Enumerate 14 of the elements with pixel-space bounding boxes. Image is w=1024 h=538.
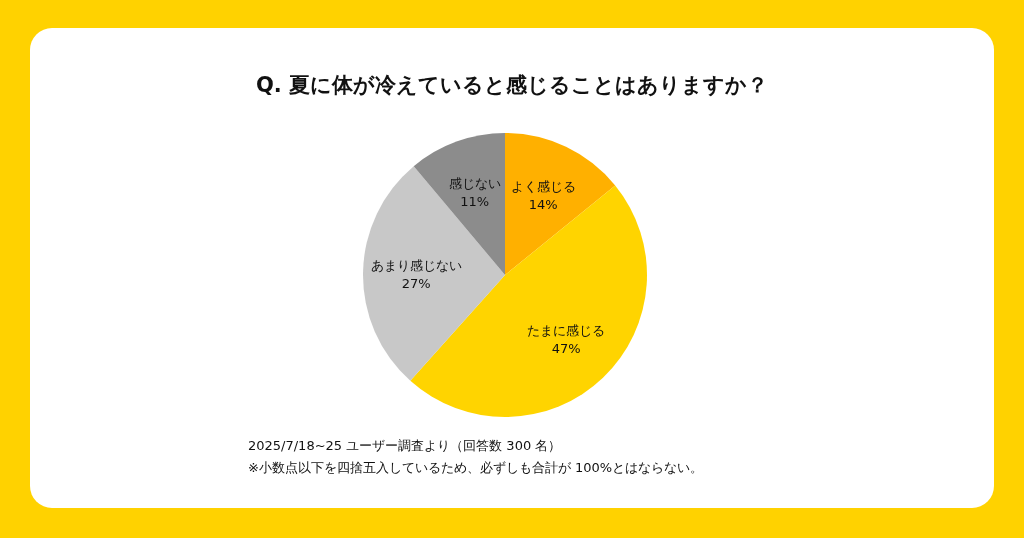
pie-slice bbox=[413, 133, 505, 275]
text: ※小数点以下を四捨五入しているため、必ずしも合計が 100%とはならない。 bbox=[248, 460, 704, 475]
data-label: 27% bbox=[401, 275, 431, 291]
slice-label: よく感じる bbox=[510, 178, 576, 194]
pie-slice bbox=[363, 166, 505, 381]
data-label: 14% bbox=[528, 196, 558, 212]
pie-slice bbox=[505, 133, 616, 275]
slice-label: あまり感じない bbox=[370, 257, 462, 273]
data-label: 47% bbox=[551, 341, 581, 357]
slice-label: たまに感じる bbox=[527, 323, 606, 339]
chart-title: Q. 夏に体が冷えていると感じることはありますか？ bbox=[255, 73, 769, 97]
slice-label: 感じない bbox=[448, 175, 501, 191]
text: 2025/7/18~25 ユーザー調査より（回答数 300 名） bbox=[248, 438, 562, 453]
data-label: 11% bbox=[460, 193, 490, 209]
